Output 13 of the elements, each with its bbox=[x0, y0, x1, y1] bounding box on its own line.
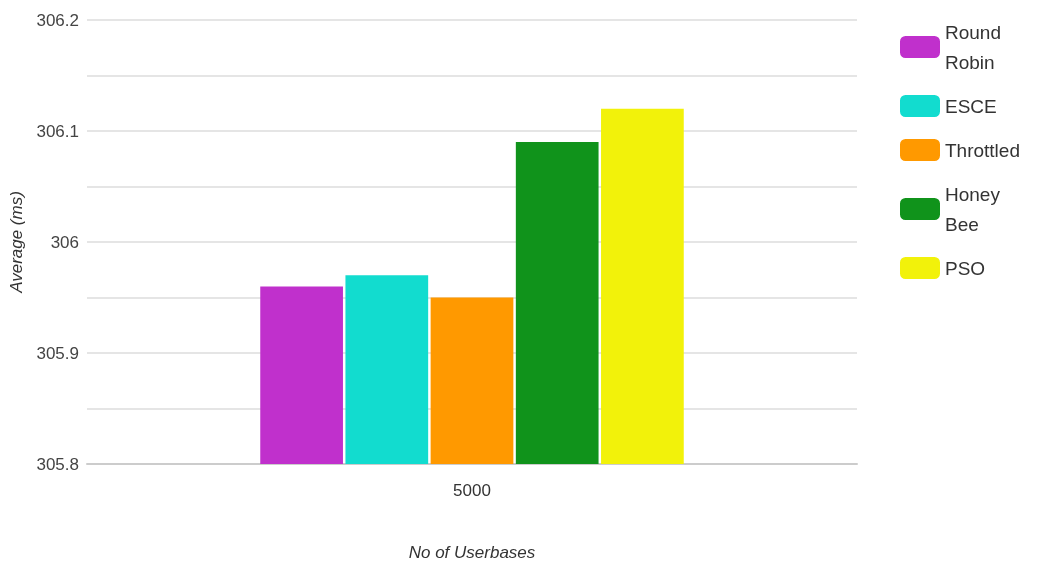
legend-label: Round Robin bbox=[945, 21, 1007, 73]
legend-label: Honey Bee bbox=[945, 183, 1006, 235]
y-tick-label: 306.2 bbox=[36, 10, 79, 30]
y-tick-label: 305.8 bbox=[36, 454, 79, 474]
x-axis-title: No of Userbases bbox=[408, 543, 536, 562]
y-tick-label: 305.9 bbox=[36, 343, 79, 363]
y-tick-label: 306.1 bbox=[36, 121, 79, 141]
legend-label: PSO bbox=[945, 257, 986, 279]
y-axis-title: Average (ms) bbox=[7, 191, 26, 294]
y-tick-label: 306 bbox=[50, 232, 79, 252]
legend-label: ESCE bbox=[945, 95, 997, 117]
x-tick-label: 5000 bbox=[453, 481, 491, 500]
legend-label: Throttled bbox=[945, 139, 1020, 161]
